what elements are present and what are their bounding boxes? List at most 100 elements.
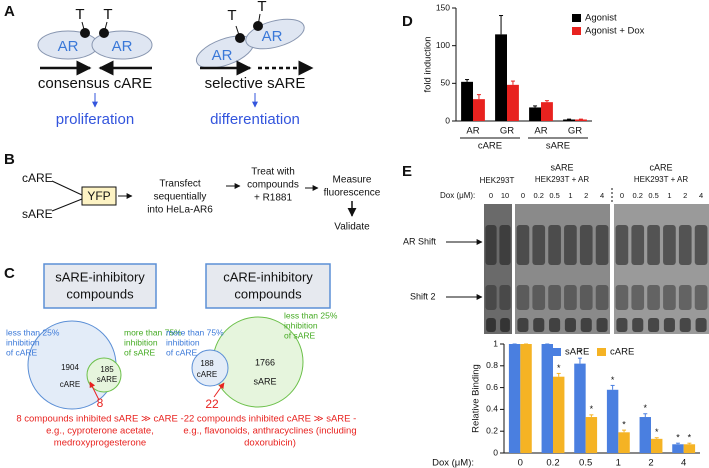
title-box bbox=[43, 263, 157, 309]
bar bbox=[473, 99, 485, 121]
panel-letter: D bbox=[402, 13, 413, 30]
gel-band bbox=[516, 225, 530, 265]
venn-label: less than 25% bbox=[284, 310, 338, 320]
box-title: sARE-inhibitory bbox=[55, 269, 145, 284]
panel-c: sARE-inhibitory compounds less than 25% … bbox=[6, 263, 357, 449]
cell-label: HEK293T + AR bbox=[634, 175, 689, 184]
gel-band bbox=[678, 285, 692, 310]
y-axis-label: fold induction bbox=[423, 37, 434, 93]
lane-label: 0 bbox=[521, 191, 525, 200]
venn-label: inhibition bbox=[166, 337, 200, 347]
panel-letter: A bbox=[4, 3, 15, 20]
bar bbox=[683, 444, 696, 453]
bar bbox=[553, 376, 565, 453]
gel-band bbox=[615, 225, 629, 265]
venn-circle bbox=[191, 349, 229, 387]
y-axis-label: Relative Binding bbox=[471, 364, 482, 433]
gel-band bbox=[564, 225, 577, 265]
legend-label: sARE bbox=[565, 347, 589, 358]
ligand bbox=[80, 28, 90, 38]
title: consensus cARE bbox=[38, 75, 152, 92]
gel-band bbox=[631, 225, 645, 265]
venn-count: 188 bbox=[200, 359, 214, 368]
y-tick-label: 150 bbox=[436, 2, 450, 12]
lane-label: 0.5 bbox=[549, 191, 559, 200]
legend-label: cARE bbox=[610, 347, 634, 358]
gel-band bbox=[678, 225, 692, 265]
gel-band bbox=[631, 285, 645, 310]
gel-image bbox=[484, 204, 512, 334]
gel-band bbox=[499, 285, 511, 310]
x-tick-label: 1 bbox=[616, 458, 621, 468]
venn-name: sARE bbox=[253, 376, 276, 386]
panel-letter: C bbox=[4, 265, 15, 282]
significance: * bbox=[590, 404, 594, 414]
gel-band bbox=[517, 318, 529, 332]
step: Treat with bbox=[251, 167, 295, 178]
x-tick-label: 0.2 bbox=[546, 458, 559, 468]
y-tick-label: 0.2 bbox=[486, 425, 498, 435]
venn-count: 1904 bbox=[61, 363, 79, 372]
venn-label: more than 75% bbox=[166, 327, 224, 337]
bar bbox=[563, 119, 575, 121]
gel-band bbox=[679, 318, 691, 332]
gel-band bbox=[663, 225, 676, 265]
ar-label: AR bbox=[262, 28, 283, 45]
gel-band bbox=[648, 318, 660, 332]
caption: doxorubicin) bbox=[244, 438, 296, 449]
x-tick-label: AR bbox=[534, 126, 547, 137]
outcome: differentiation bbox=[210, 111, 300, 128]
ligand bbox=[235, 33, 245, 43]
gel-band bbox=[548, 225, 561, 265]
arrow bbox=[89, 381, 100, 401]
venn-label: of sARE bbox=[124, 347, 156, 357]
bar bbox=[651, 438, 663, 453]
y-tick-label: 0 bbox=[493, 447, 498, 457]
step: Validate bbox=[334, 222, 370, 233]
legend-label: Agonist bbox=[585, 13, 617, 24]
significance: * bbox=[557, 363, 561, 373]
bar bbox=[606, 389, 619, 453]
step: compounds bbox=[247, 180, 299, 191]
lane-label: 10 bbox=[501, 191, 509, 200]
gel-band bbox=[663, 318, 675, 332]
cell-label: HEK293T bbox=[480, 176, 515, 185]
caption: e.g., cyproterone acetate, bbox=[46, 426, 154, 437]
gel-band bbox=[595, 285, 609, 310]
significance: * bbox=[655, 427, 659, 437]
ligand bbox=[253, 21, 263, 31]
venn-label: of cARE bbox=[6, 347, 38, 357]
lane-label: 4 bbox=[699, 191, 703, 200]
box-title: compounds bbox=[66, 286, 134, 301]
gel-band bbox=[485, 225, 497, 265]
y-tick-label: 50 bbox=[441, 78, 451, 88]
step: Transfect bbox=[159, 179, 201, 190]
legend-label: Agonist + Dox bbox=[585, 26, 645, 37]
bar bbox=[541, 102, 553, 121]
y-tick-label: 100 bbox=[436, 40, 450, 50]
y-tick-label: 0.8 bbox=[486, 360, 498, 370]
overlap-count: 8 bbox=[97, 396, 104, 410]
legend-swatch bbox=[552, 348, 561, 356]
significance: * bbox=[578, 348, 582, 358]
legend-swatch bbox=[597, 348, 606, 356]
caption: 22 compounds inhibited cARE ≫ sARE - bbox=[184, 414, 357, 425]
legend-swatch bbox=[572, 14, 581, 22]
caption: 8 compounds inhibited sARE ≫ cARE - bbox=[16, 414, 183, 425]
lane-label: 1 bbox=[667, 191, 671, 200]
x-tick-label: 0 bbox=[518, 458, 523, 468]
bar bbox=[461, 81, 473, 121]
x-tick-label: 2 bbox=[648, 458, 653, 468]
gel-band bbox=[580, 318, 592, 332]
input: sARE bbox=[22, 207, 53, 221]
gel-band bbox=[532, 285, 546, 310]
x-tick-label: 0.5 bbox=[579, 458, 592, 468]
gel-image bbox=[614, 204, 709, 334]
x-tick-label: GR bbox=[500, 126, 514, 137]
gel-band bbox=[564, 285, 577, 310]
construct-label: cARE bbox=[649, 162, 672, 172]
gel-band bbox=[663, 285, 676, 310]
venn-label: more than 75% bbox=[124, 327, 182, 337]
t-label: T bbox=[257, 0, 266, 15]
